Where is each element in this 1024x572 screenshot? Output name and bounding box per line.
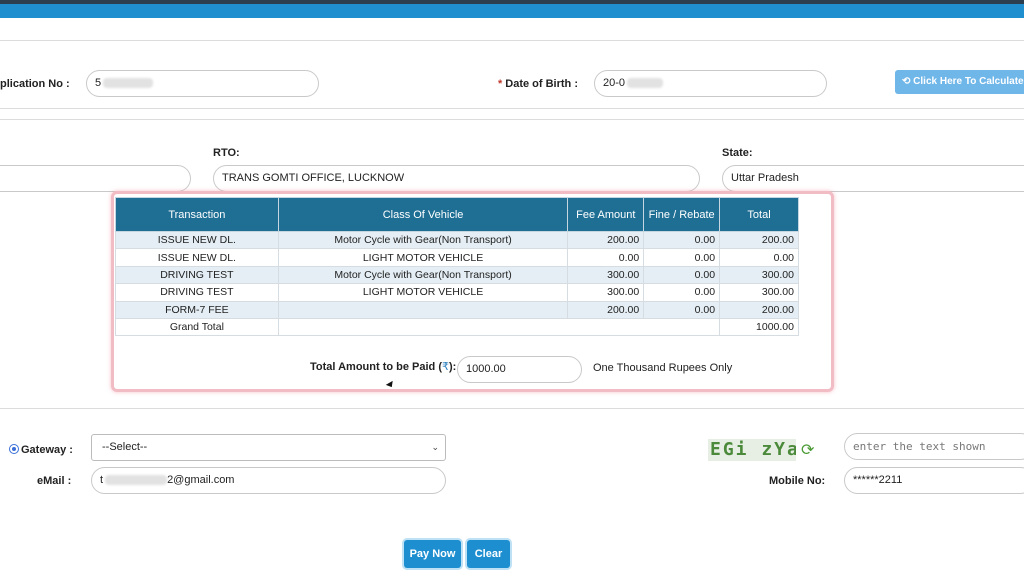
mobile-field[interactable]: ******2211 <box>844 467 1024 494</box>
refresh-icon: ⟲ <box>902 76 914 87</box>
email-prefix: t <box>100 474 104 486</box>
fee-table-header: Transaction Class Of Vehicle Fee Amount … <box>115 197 799 232</box>
total-cell: 300.00 <box>719 283 799 302</box>
fee-amount-cell: 300.00 <box>567 265 645 285</box>
dob-value: 20-0 <box>603 77 626 89</box>
gateway-label: Gateway : <box>21 444 73 456</box>
column-header: Class Of Vehicle <box>277 197 569 232</box>
total-paid-label-text: Total Amount to be Paid ( <box>310 361 442 373</box>
column-header: Total <box>719 197 799 232</box>
captcha-input[interactable]: enter the text shown <box>844 433 1024 460</box>
transaction-cell: DRIVING TEST <box>115 283 279 302</box>
column-header: Fine / Rebate <box>643 197 721 232</box>
grand-total-label: Grand Total <box>115 317 279 337</box>
total-cell: 300.00 <box>719 265 799 285</box>
amount-in-words: One Thousand Rupees Only <box>593 362 733 374</box>
fee-amount-cell: 0.00 <box>567 248 645 267</box>
state-field[interactable]: Uttar Pradesh <box>722 165 1024 192</box>
vehicle-class-cell: LIGHT MOTOR VEHICLE <box>277 283 569 302</box>
district-field[interactable] <box>0 165 191 192</box>
table-row: DRIVING TEST Motor Cycle with Gear(Non T… <box>115 265 799 285</box>
grand-total-row: Grand Total 1000.00 <box>115 317 799 337</box>
email-suffix: 2@gmail.com <box>167 474 235 486</box>
email-label: eMail : <box>37 475 72 487</box>
vehicle-class-cell: Motor Cycle with Gear(Non Transport) <box>277 265 569 285</box>
transaction-cell: ISSUE NEW DL. <box>115 248 279 267</box>
rupee-icon: ₹ <box>442 361 449 373</box>
dob-field[interactable]: 20-0 <box>594 70 827 97</box>
column-header: Fee Amount <box>567 197 645 232</box>
dob-label-text: Date of Birth : <box>505 78 579 90</box>
transaction-cell: DRIVING TEST <box>115 265 279 285</box>
total-cell: 200.00 <box>719 230 799 250</box>
captcha-image: EGi zYa <box>708 439 796 461</box>
total-paid-label-end: ): <box>449 361 457 373</box>
top-banner <box>0 0 1024 18</box>
clear-button[interactable]: Clear <box>467 540 510 568</box>
divider <box>0 40 1024 41</box>
redacted-text <box>627 78 664 89</box>
redacted-text <box>103 78 154 89</box>
rto-field[interactable]: TRANS GOMTI OFFICE, LUCKNOW <box>213 165 700 192</box>
table-row: FORM-7 FEE 200.00 0.00 200.00 <box>115 300 799 319</box>
application-no-value: 5 <box>95 77 102 89</box>
calculate-fee-label: Click Here To Calculate Fe <box>913 76 1024 87</box>
fee-amount-cell: 200.00 <box>567 230 645 250</box>
redacted-text <box>105 475 168 486</box>
top-banner-edge <box>0 0 1024 4</box>
fine-cell: 0.00 <box>643 230 721 250</box>
fee-amount-cell: 200.00 <box>567 300 645 319</box>
column-header: Transaction <box>115 197 279 232</box>
table-row: ISSUE NEW DL. Motor Cycle with Gear(Non … <box>115 230 799 250</box>
application-no-field[interactable]: 5 <box>86 70 319 97</box>
vehicle-class-cell: LIGHT MOTOR VEHICLE <box>277 248 569 267</box>
gateway-selected-value: --Select-- <box>102 441 148 453</box>
fine-cell: 0.00 <box>643 265 721 285</box>
vehicle-class-cell <box>277 300 569 319</box>
fee-amount-cell: 300.00 <box>567 283 645 302</box>
table-row: ISSUE NEW DL. LIGHT MOTOR VEHICLE 0.00 0… <box>115 248 799 267</box>
application-no-label: plication No : <box>0 78 70 90</box>
total-cell: 0.00 <box>719 248 799 267</box>
fine-cell: 0.00 <box>643 283 721 302</box>
divider <box>0 119 1024 120</box>
required-marker: * <box>498 78 503 90</box>
total-paid-label: Total Amount to be Paid (₹): <box>310 360 456 373</box>
vehicle-class-cell: Motor Cycle with Gear(Non Transport) <box>277 230 569 250</box>
chevron-down-icon: ⌄ <box>431 442 439 452</box>
fine-cell: 0.00 <box>643 248 721 267</box>
gateway-select[interactable]: --Select-- ⌄ <box>91 434 446 461</box>
gateway-radio[interactable] <box>9 444 19 454</box>
calculate-fee-button[interactable]: ⟲ Click Here To Calculate Fe <box>895 70 1024 94</box>
mobile-label: Mobile No: <box>769 475 826 487</box>
empty-cell <box>277 317 721 337</box>
total-amount-field[interactable]: 1000.00 <box>457 356 582 383</box>
divider <box>0 108 1024 109</box>
fee-table: Transaction Class Of Vehicle Fee Amount … <box>115 197 799 337</box>
rto-label: RTO: <box>213 147 240 159</box>
pay-now-button[interactable]: Pay Now <box>404 540 461 568</box>
dob-label: * Date of Birth : <box>498 78 578 90</box>
grand-total-value: 1000.00 <box>719 317 799 337</box>
fee-summary-highlight <box>111 191 834 392</box>
captcha-refresh-icon[interactable]: ⟳ <box>801 442 815 459</box>
fine-cell: 0.00 <box>643 300 721 319</box>
table-row: DRIVING TEST LIGHT MOTOR VEHICLE 300.00 … <box>115 283 799 302</box>
state-label: State: <box>722 147 753 159</box>
transaction-cell: ISSUE NEW DL. <box>115 230 279 250</box>
divider <box>0 408 1024 409</box>
email-field[interactable]: t 2@gmail.com <box>91 467 446 494</box>
transaction-cell: FORM-7 FEE <box>115 300 279 319</box>
total-cell: 200.00 <box>719 300 799 319</box>
